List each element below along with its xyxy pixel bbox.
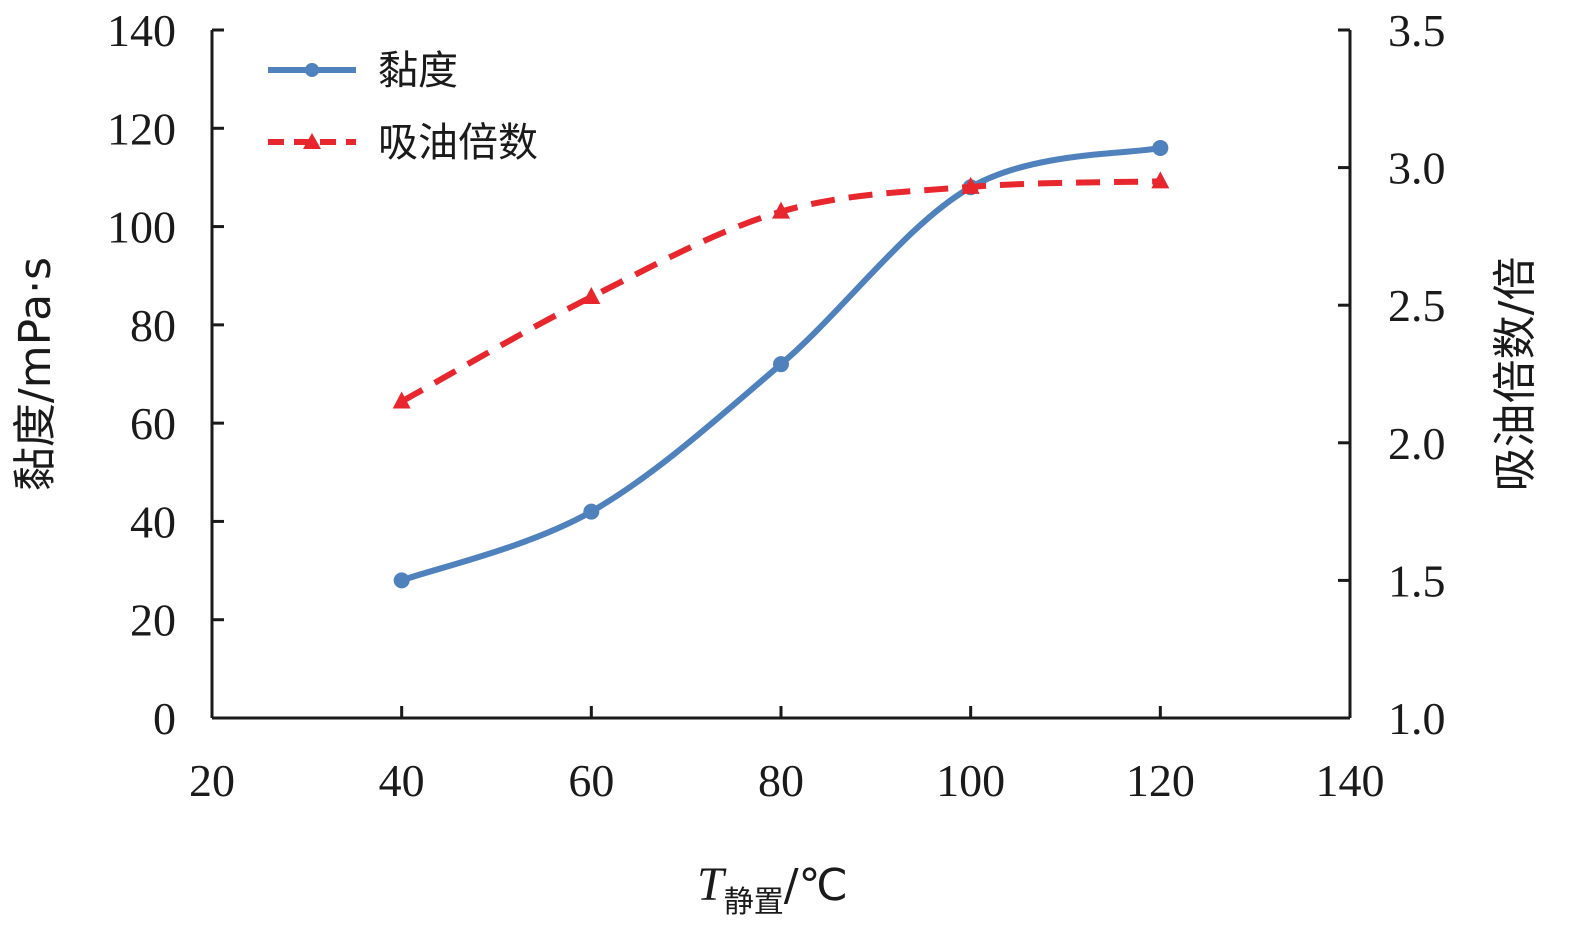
- data-point: [392, 391, 411, 409]
- tick-group: 20 40 60 80 100 120 1400204060801001201401.01.…: [107, 5, 1446, 806]
- y-right-tick-label: 1.0: [1388, 693, 1446, 744]
- y-left-tick-label: 100: [107, 202, 176, 253]
- data-point: [1152, 139, 1169, 156]
- y-axis-left-title: 黏度/mPa·s: [10, 257, 61, 491]
- data-point: [582, 286, 601, 304]
- legend-item-viscosity: 黏度: [268, 48, 458, 94]
- y-left-tick-label: 80: [130, 300, 176, 351]
- legend: 黏度 吸油倍数: [268, 48, 538, 166]
- data-point: [961, 176, 980, 194]
- data-point: [772, 201, 790, 219]
- y-left-tick-label: 40: [130, 496, 176, 547]
- legend-marker-oil-absorption: [303, 133, 321, 149]
- x-axis-title: T静置/℃: [697, 858, 848, 920]
- data-point: [1151, 171, 1170, 189]
- legend-label-oil-absorption: 吸油倍数: [378, 120, 538, 166]
- x-axis-title-sub: 静置: [724, 885, 784, 920]
- data-point: [773, 356, 789, 373]
- y-left-tick-label: 60: [130, 398, 176, 449]
- y-left-tick-label: 120: [107, 103, 176, 154]
- x-tick-label: 20: [189, 755, 235, 806]
- y-axis-right-title: 吸油倍数/倍: [1490, 257, 1541, 492]
- y-right-tick-label: 3.5: [1388, 5, 1446, 56]
- y-right-tick-label: 2.0: [1388, 418, 1446, 469]
- x-tick-label: 100: [936, 755, 1005, 806]
- data-point: [393, 572, 410, 589]
- data-point: [583, 503, 600, 520]
- y-left-tick-label: 140: [107, 5, 176, 56]
- series-1: [392, 171, 1170, 409]
- y-left-tick-label: 20: [130, 595, 176, 646]
- x-tick-label: 140: [1316, 755, 1385, 806]
- legend-marker-viscosity: [305, 63, 319, 77]
- y-right-tick-label: 3.0: [1388, 143, 1446, 194]
- x-axis-title-unit: /℃: [784, 860, 848, 911]
- legend-item-oil-absorption: 吸油倍数: [268, 120, 538, 166]
- y-right-tick-label: 2.5: [1388, 280, 1446, 331]
- legend-label-viscosity: 黏度: [378, 48, 458, 94]
- x-axis-title-main: T: [697, 858, 727, 911]
- x-tick-label: 60: [568, 755, 614, 806]
- y-right-tick-label: 1.5: [1388, 555, 1446, 606]
- y-left-tick-label: 0: [153, 693, 176, 744]
- x-tick-label: 40: [379, 755, 425, 806]
- x-tick-label: 120: [1126, 755, 1195, 806]
- x-tick-label: 80: [758, 755, 804, 806]
- series-layer: [392, 139, 1170, 589]
